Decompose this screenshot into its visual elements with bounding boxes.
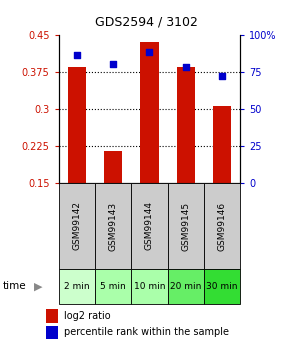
Text: 5 min: 5 min	[100, 282, 126, 291]
Bar	[68, 67, 86, 183]
Bar	[131, 183, 168, 269]
Bar	[59, 269, 95, 304]
Point	[220, 73, 224, 79]
Bar	[213, 106, 231, 183]
Point	[183, 65, 188, 70]
Bar	[140, 42, 159, 183]
Bar	[168, 269, 204, 304]
Point	[147, 50, 152, 55]
Point	[74, 52, 79, 58]
Text: GSM99146: GSM99146	[218, 201, 226, 250]
Text: GSM99143: GSM99143	[109, 201, 117, 250]
Text: time: time	[3, 282, 27, 291]
Bar	[95, 269, 131, 304]
Text: ▶: ▶	[34, 282, 42, 291]
Text: 20 min: 20 min	[170, 282, 202, 291]
Bar	[46, 309, 58, 323]
Bar	[104, 151, 122, 183]
Bar	[95, 183, 131, 269]
Bar	[177, 67, 195, 183]
Bar	[46, 326, 58, 339]
Bar	[59, 183, 95, 269]
Text: 10 min: 10 min	[134, 282, 165, 291]
Text: log2 ratio: log2 ratio	[64, 311, 110, 321]
Point	[111, 61, 115, 67]
Text: GDS2594 / 3102: GDS2594 / 3102	[95, 16, 198, 29]
Bar	[204, 183, 240, 269]
Text: GSM99145: GSM99145	[181, 201, 190, 250]
Text: GSM99142: GSM99142	[72, 201, 81, 250]
Text: percentile rank within the sample: percentile rank within the sample	[64, 327, 229, 337]
Bar	[204, 269, 240, 304]
Text: GSM99144: GSM99144	[145, 201, 154, 250]
Bar	[168, 183, 204, 269]
Text: 2 min: 2 min	[64, 282, 90, 291]
Bar	[131, 269, 168, 304]
Text: 30 min: 30 min	[206, 282, 238, 291]
